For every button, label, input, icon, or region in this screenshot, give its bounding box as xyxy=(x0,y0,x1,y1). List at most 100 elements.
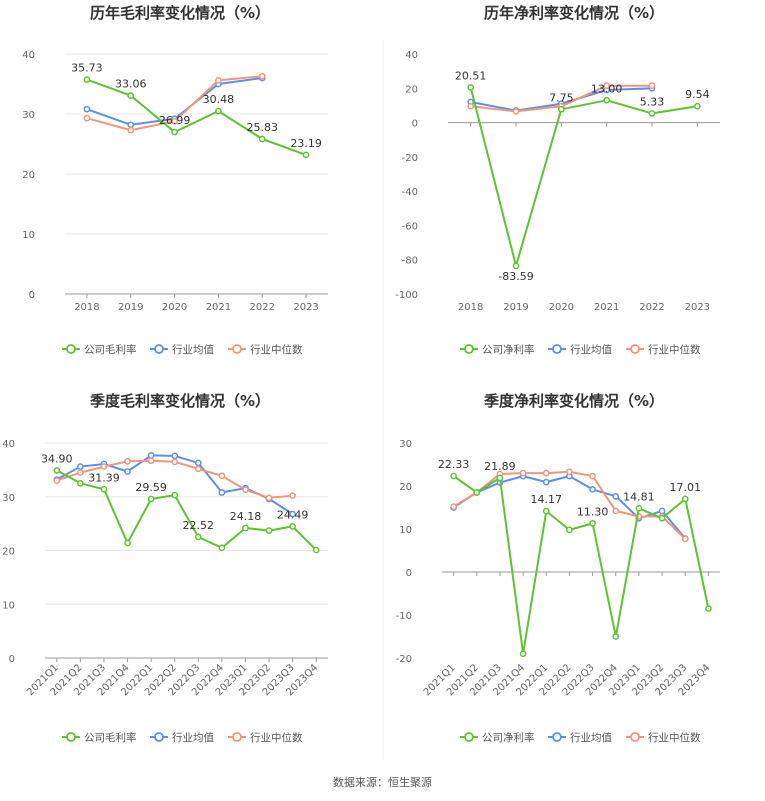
x-tick-label: 2018 xyxy=(74,302,99,313)
y-tick-label: -40 xyxy=(402,187,418,198)
data-label: 14.17 xyxy=(531,493,563,506)
legend-item-company: 公司毛利率 xyxy=(62,343,137,356)
data-label: 22.33 xyxy=(438,458,470,471)
data-label: 20.51 xyxy=(455,69,487,82)
company-point xyxy=(658,514,666,522)
company-point xyxy=(147,495,155,503)
company-line xyxy=(453,475,710,655)
y-tick-label: 40 xyxy=(22,50,35,61)
company-point xyxy=(265,527,273,534)
company-point xyxy=(635,504,643,512)
industry-median-point xyxy=(289,492,296,500)
company-point xyxy=(53,467,61,474)
y-tick-label: 0 xyxy=(406,568,412,579)
y-tick-label: -100 xyxy=(395,290,418,301)
company-point xyxy=(589,520,596,527)
industry-avg-point xyxy=(589,486,596,493)
company-point xyxy=(194,533,202,541)
data-label: 9.54 xyxy=(685,88,710,101)
y-tick-label: 20 xyxy=(399,482,412,493)
x-tick-label: 2021 xyxy=(594,302,619,313)
x-tick-label: 2022 xyxy=(639,302,664,313)
legend-label: 公司净利率 xyxy=(482,731,535,744)
x-tick-label: 2021 xyxy=(206,302,231,313)
company-point xyxy=(312,546,320,554)
industry-median-point xyxy=(542,469,550,477)
company-point xyxy=(171,128,178,136)
industry-avg-point xyxy=(124,468,131,475)
data-label: 23.19 xyxy=(290,137,322,150)
industry-avg-point xyxy=(218,489,226,496)
data-label: 5.33 xyxy=(640,95,665,108)
x-tick-label: 2022 xyxy=(250,302,275,313)
y-tick-label: 0 xyxy=(29,290,35,301)
company-point xyxy=(100,485,108,493)
industry-median-point xyxy=(147,457,155,465)
industry-median-point xyxy=(194,465,202,473)
chart-title: 季度净利率变化情况（%） xyxy=(484,392,664,410)
data-label: 24.49 xyxy=(277,508,309,521)
legend-item-industry-avg: 行业均值 xyxy=(150,731,214,744)
industry-avg-point xyxy=(171,452,179,460)
industry-avg-point xyxy=(612,492,620,500)
industry-median-point xyxy=(218,472,226,480)
y-tick-label: 0 xyxy=(412,119,418,130)
company-point xyxy=(512,262,520,270)
legend-swatch-marker xyxy=(464,344,474,354)
industry-median-point xyxy=(242,486,249,494)
legend-item-company: 公司净利率 xyxy=(460,343,535,356)
company-point xyxy=(242,524,249,532)
x-tick-label: 2023 xyxy=(293,302,318,313)
legend-label: 行业中位数 xyxy=(648,343,701,356)
chart-panel-2: 历年净利率变化情况（%） -100 -80 -60 -40 -20 0 20 40 2018 201… xyxy=(395,4,720,356)
data-label: 35.73 xyxy=(71,62,103,75)
y-tick-label: 30 xyxy=(2,493,15,504)
legend-label: 行业均值 xyxy=(172,731,214,744)
industry-avg-point xyxy=(194,459,202,467)
data-label: 26.99 xyxy=(159,114,191,127)
legend-swatch-marker xyxy=(552,732,562,742)
company-point xyxy=(648,110,656,117)
data-label: 17.01 xyxy=(670,481,702,494)
data-label: 21.89 xyxy=(484,460,516,473)
chart-title: 季度毛利率变化情况（%） xyxy=(90,392,270,410)
legend-swatch-marker xyxy=(66,344,76,354)
company-point xyxy=(705,605,712,612)
industry-median-point xyxy=(77,469,84,476)
data-label: -83.59 xyxy=(498,270,533,283)
legend-label: 行业均值 xyxy=(570,731,612,744)
x-tick-label: 2020 xyxy=(549,302,574,313)
industry-median-point xyxy=(265,494,273,502)
company-point xyxy=(218,544,226,552)
industry-median-point xyxy=(467,102,475,110)
company-point xyxy=(171,491,179,499)
y-tick-label: 30 xyxy=(22,110,35,121)
industry-median-point xyxy=(450,503,457,510)
industry-avg-point xyxy=(289,510,296,518)
y-tick-label: -20 xyxy=(402,153,418,164)
industry-median-point xyxy=(681,535,689,543)
company-point xyxy=(124,539,131,547)
y-tick-label: 20 xyxy=(22,170,35,181)
company-point xyxy=(83,76,91,83)
chart-panel-1: 历年毛利率变化情况（%） 0 10 20 30 40 2018 2019 2020 2021 202… xyxy=(22,4,328,356)
x-tick-label: 2020 xyxy=(162,302,187,313)
industry-avg-point xyxy=(77,463,84,470)
company-point xyxy=(77,479,84,487)
data-label: 7.75 xyxy=(549,91,574,104)
legend-swatch-marker xyxy=(154,344,164,354)
x-tick-label: 2019 xyxy=(118,302,143,313)
data-label: 22.52 xyxy=(183,519,215,532)
y-tick-label: 20 xyxy=(2,547,15,558)
y-tick-label: 10 xyxy=(2,600,15,611)
legend-label: 行业中位数 xyxy=(250,343,303,356)
industry-median-point xyxy=(258,72,266,80)
chart-panel-3: 季度毛利率变化情况（%）0102030402021Q12021Q22021Q32… xyxy=(2,392,328,744)
legend-item-company: 公司净利率 xyxy=(460,731,535,744)
data-label: 24.18 xyxy=(230,510,262,523)
industry-median-point xyxy=(603,82,611,90)
company-line xyxy=(469,87,698,267)
legend-swatch-marker xyxy=(232,344,242,354)
chart-panel-4: 季度净利率变化情况（%）-20-1001020302021Q12021Q2202… xyxy=(396,392,720,744)
